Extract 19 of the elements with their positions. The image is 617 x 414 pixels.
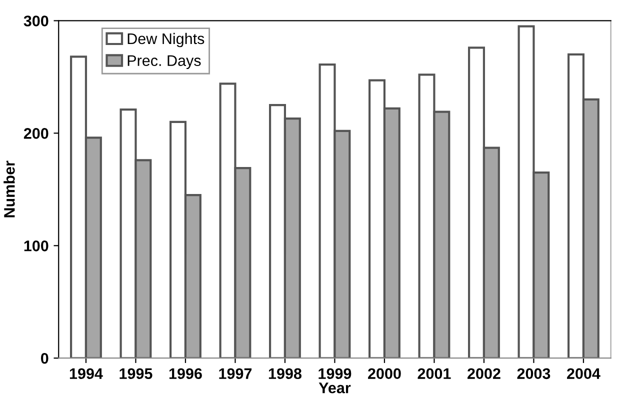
y-tick-label: 0 [41,352,48,364]
x-tick-label: 2001 [418,368,451,380]
x-tick-label: 1994 [70,368,103,380]
legend-label: Dew Nights [128,32,204,48]
y-tick-label: 200 [24,128,48,139]
x-tick-label: 1999 [318,368,352,380]
legend-label: Prec. Days [128,55,201,70]
x-tick-label: 1997 [219,368,252,380]
x-tick-label: 1995 [120,368,152,380]
x-tick-label: 2003 [517,368,550,380]
x-tick-label: 2004 [567,368,600,380]
x-tick-label: 2000 [368,368,401,380]
x-tick-label: 2002 [468,368,500,380]
x-axis-title: Year [318,382,351,394]
x-tick-label: 1996 [169,368,202,380]
x-tick-label: 1998 [268,368,302,380]
y-tick-label: 300 [24,16,48,26]
y-axis-title: Number [4,160,15,218]
y-tick-label: 100 [24,240,48,252]
